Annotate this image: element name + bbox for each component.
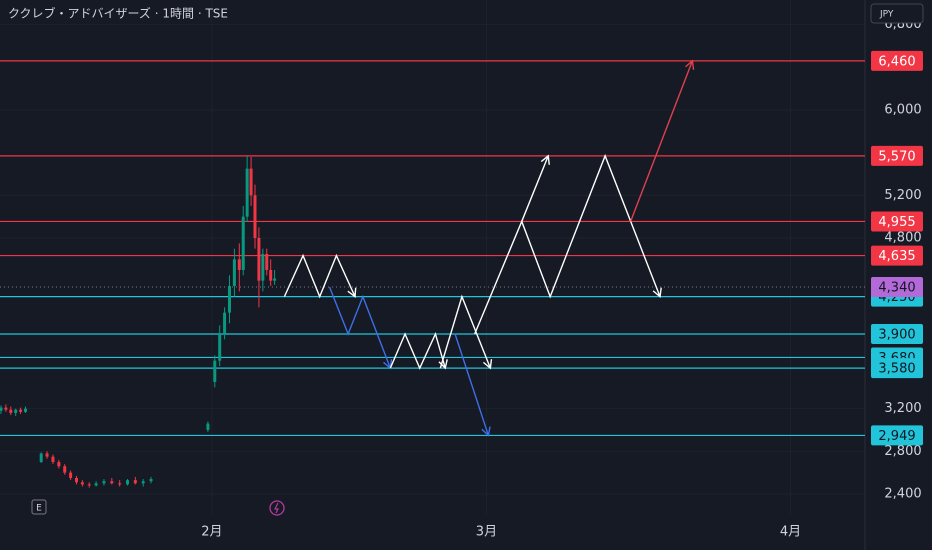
projection-path <box>283 253 356 299</box>
candle-body <box>9 409 13 413</box>
price-label-box <box>871 425 923 446</box>
price-label: 3,900 <box>878 327 915 342</box>
projection-path <box>389 331 446 370</box>
arrow-head <box>482 359 493 370</box>
projection-path <box>454 333 490 436</box>
x-tick-label: 2月 <box>201 525 222 540</box>
y-tick-label: 5,200 <box>884 188 921 203</box>
price-label: 2,949 <box>878 429 915 444</box>
price-label-box <box>871 245 923 266</box>
candle-body <box>223 312 227 334</box>
candle-body <box>133 480 137 484</box>
y-tick-label: 3,200 <box>884 401 921 416</box>
price-label-box <box>871 145 923 166</box>
candle-body <box>69 472 73 478</box>
candle-body <box>63 466 67 473</box>
price-label-box <box>871 277 923 298</box>
arrow-head <box>481 426 491 437</box>
candle-body <box>206 423 210 430</box>
candle-body <box>149 479 153 482</box>
y-tick-label: 2,400 <box>884 486 921 501</box>
chart-title: ククレブ・アドバイザーズ · 1時間 · TSE <box>8 6 228 21</box>
candles <box>0 155 277 488</box>
earnings-marker[interactable]: E <box>36 504 42 514</box>
earnings-marker-box[interactable] <box>31 499 47 515</box>
candle-body <box>249 168 253 196</box>
candle-body <box>245 168 249 217</box>
projection-path <box>439 294 492 369</box>
candle-body <box>110 481 114 484</box>
price-label-box <box>871 323 923 344</box>
levels <box>0 60 865 437</box>
y-tick-label: 2,800 <box>884 444 921 459</box>
candle-body <box>232 259 236 286</box>
candle-body <box>261 253 265 281</box>
candle-body <box>218 333 222 361</box>
candle-body <box>241 216 245 270</box>
price-label: 4,955 <box>878 215 915 230</box>
candle-body <box>0 407 3 411</box>
price-label: 3,580 <box>878 362 915 377</box>
price-label-box <box>871 358 923 379</box>
arrow-head <box>685 59 695 70</box>
candle-body <box>94 483 98 486</box>
candle-body <box>23 408 27 412</box>
candle-body <box>253 195 257 238</box>
candle-body <box>257 237 261 281</box>
candle-body <box>125 480 129 485</box>
candle-body <box>51 456 55 462</box>
candle-body <box>57 461 61 467</box>
event-icon[interactable] <box>269 500 285 516</box>
arrow-head <box>347 287 357 298</box>
arrow-head <box>652 287 662 299</box>
price-label-box <box>871 50 923 71</box>
projections <box>283 59 695 437</box>
price-label: 4,340 <box>878 281 915 296</box>
candle-body <box>4 407 8 410</box>
y-tick-label: 6,000 <box>884 102 921 117</box>
projection-path <box>328 286 391 369</box>
candle-body <box>227 285 231 313</box>
candle-body <box>273 278 277 281</box>
price-label: 5,570 <box>878 149 915 164</box>
candle-body <box>14 409 18 413</box>
candle-body <box>80 482 84 485</box>
x-tick-label: 3月 <box>476 525 497 540</box>
candle-body <box>45 453 49 457</box>
candle-body <box>118 483 122 485</box>
price-label-box <box>871 211 923 232</box>
price-label: 6,460 <box>878 54 915 69</box>
candle-body <box>39 453 43 462</box>
candle-body <box>265 253 269 270</box>
candle-body <box>213 360 217 382</box>
projection-path <box>474 153 661 335</box>
candle-body <box>19 409 23 412</box>
x-tick-label: 4月 <box>780 525 801 540</box>
arrow-head <box>540 154 550 165</box>
candle-body <box>237 259 241 270</box>
event-icon-bolt <box>274 502 279 514</box>
y-tick-label: 4,800 <box>884 230 921 245</box>
candle-body <box>102 481 106 484</box>
price-label: 4,635 <box>878 249 915 264</box>
projection-path <box>521 155 549 222</box>
candle-body <box>87 484 91 486</box>
candle-body <box>74 477 78 483</box>
candle-body <box>141 481 145 484</box>
currency-button[interactable] <box>870 3 924 24</box>
candle-body <box>269 269 273 281</box>
level-labels: 6,4605,5704,9554,6354,2503,9003,6803,580… <box>871 50 923 446</box>
projection-path <box>629 60 694 222</box>
currency[interactable]: JPY <box>879 10 894 20</box>
